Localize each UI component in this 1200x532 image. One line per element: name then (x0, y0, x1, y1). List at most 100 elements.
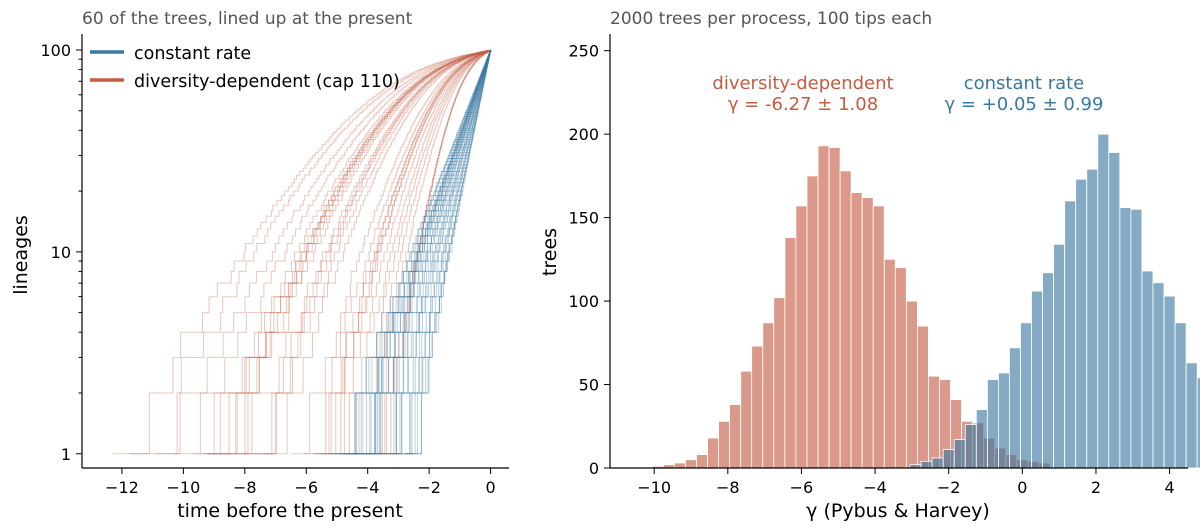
ltt-line-constant (380, 50, 492, 455)
hist-y-tick-label: 150 (568, 209, 599, 228)
hist-bar-constant (1185, 362, 1198, 469)
hist-bar-diversity (795, 205, 808, 469)
hist-bar-diversity (685, 459, 697, 469)
ltt-line-constant (354, 49, 491, 455)
hist-bar-diversity (751, 345, 764, 469)
ltt-line-diversity (214, 49, 491, 455)
hist-bar-constant (1097, 133, 1110, 469)
ltt-line-diversity (236, 50, 492, 455)
ltt-line-constant (349, 49, 491, 455)
hist-bar-diversity (740, 370, 753, 469)
ltt-line-constant (366, 50, 492, 455)
ltt-line-constant (408, 50, 492, 455)
hist-bar-constant (942, 449, 955, 469)
hist-bar-diversity (928, 375, 940, 469)
ltt-line-diversity (379, 50, 492, 455)
ltt-line-constant (375, 49, 491, 455)
ltt-line-diversity (253, 50, 492, 455)
ltt-line-diversity (208, 49, 491, 455)
hist-bar-diversity (707, 437, 719, 469)
hist-bar-constant (1108, 152, 1121, 469)
hist-bar-constant (998, 372, 1010, 469)
ltt-line-constant (394, 49, 491, 455)
ltt-line-constant (364, 49, 491, 455)
hist-y-tick-label: 0 (589, 459, 599, 478)
ltt-line-diversity (245, 50, 492, 455)
hist-x-tick-label: 4 (1164, 478, 1174, 497)
ltt-line-constant (343, 50, 492, 455)
hist-bar-diversity (850, 192, 863, 469)
hist-x-tick-label: −2 (937, 478, 961, 497)
ltt-line-constant (405, 50, 492, 455)
ltt-line-diversity (201, 50, 492, 455)
hist-bar-constant (1119, 207, 1132, 469)
ltt-line-constant (377, 49, 491, 455)
legend-label-diversity: diversity-dependent (cap 110) (134, 72, 400, 92)
ltt-line-constant (399, 50, 492, 455)
legend-label-constant: constant rate (134, 44, 251, 64)
hist-bar-diversity (696, 454, 708, 469)
hist-x-tick-label: 2 (1091, 478, 1101, 497)
ltt-line-diversity (304, 50, 492, 455)
ltt-y-tick-label: 100 (40, 41, 71, 60)
hist-bars (651, 133, 1200, 469)
ltt-line-constant (332, 50, 492, 455)
hist-bar-diversity (718, 420, 730, 469)
hist-bar-constant (1163, 295, 1176, 469)
ltt-line-diversity (320, 49, 491, 455)
hist-x-tick-label: −4 (863, 478, 887, 497)
ltt-x-tick-label: −10 (166, 478, 200, 497)
ltt-lines (112, 49, 492, 455)
annotation-constant-stat: γ = +0.05 ± 0.99 (945, 94, 1104, 115)
hist-bar-constant (1009, 347, 1021, 469)
ltt-line-constant (330, 49, 491, 455)
hist-bar-constant (987, 379, 999, 469)
ltt-line-diversity (345, 49, 491, 455)
ltt-y-label: lineages (10, 215, 32, 295)
hist-bar-constant (1075, 178, 1088, 469)
ltt-line-diversity (292, 49, 491, 455)
ltt-line-diversity (129, 50, 492, 455)
hist-bar-constant (953, 439, 966, 469)
gamma-histogram-panel: 2000 trees per process, 100 tips each −1… (539, 9, 1200, 522)
hist-bar-diversity (674, 462, 686, 469)
ltt-line-constant (385, 50, 492, 455)
ltt-line-diversity (379, 50, 492, 455)
ltt-line-diversity (264, 50, 492, 455)
ltt-line-constant (396, 50, 492, 455)
ltt-x-tick-label: 0 (485, 478, 495, 497)
ltt-line-constant (338, 50, 492, 455)
hist-bar-diversity (872, 205, 885, 469)
hist-x-ticks: −10 −8 −6 −4 −2 0 2 4 (637, 468, 1175, 497)
hist-bar-constant (1020, 322, 1032, 469)
hist-bar-constant (964, 424, 977, 469)
hist-bar-diversity (906, 300, 918, 469)
hist-y-ticks: 0 50 100 150 200 250 (568, 42, 610, 478)
hist-y-tick-label: 50 (579, 376, 599, 395)
hist-bar-constant (1086, 168, 1099, 469)
ltt-panel: 60 of the trees, lined up at the present… (10, 9, 509, 522)
hist-bar-constant (1174, 322, 1187, 469)
hist-bar-diversity (861, 197, 874, 469)
hist-bar-diversity (729, 404, 741, 469)
ltt-line-diversity (241, 50, 492, 455)
hist-x-label: γ (Pybus & Harvey) (806, 500, 990, 522)
hist-bar-constant (1053, 243, 1065, 469)
hist-bar-diversity (806, 175, 819, 469)
annotation-diversity-label: diversity-dependent (712, 73, 893, 94)
ltt-line-diversity (174, 49, 491, 455)
ltt-line-diversity (379, 50, 492, 455)
ltt-line-diversity (208, 50, 492, 455)
hist-bar-constant (1130, 208, 1143, 469)
hist-bar-diversity (773, 297, 786, 469)
ltt-line-diversity (338, 50, 492, 455)
hist-y-tick-label: 200 (568, 125, 599, 144)
ltt-line-diversity (313, 50, 492, 455)
ltt-x-tick-label: −2 (417, 478, 441, 497)
ltt-line-constant (369, 49, 491, 455)
hist-x-tick-label: −6 (790, 478, 814, 497)
hist-y-tick-label: 100 (568, 292, 599, 311)
hist-bar-constant (1031, 290, 1043, 469)
hist-x-tick-label: −8 (716, 478, 740, 497)
